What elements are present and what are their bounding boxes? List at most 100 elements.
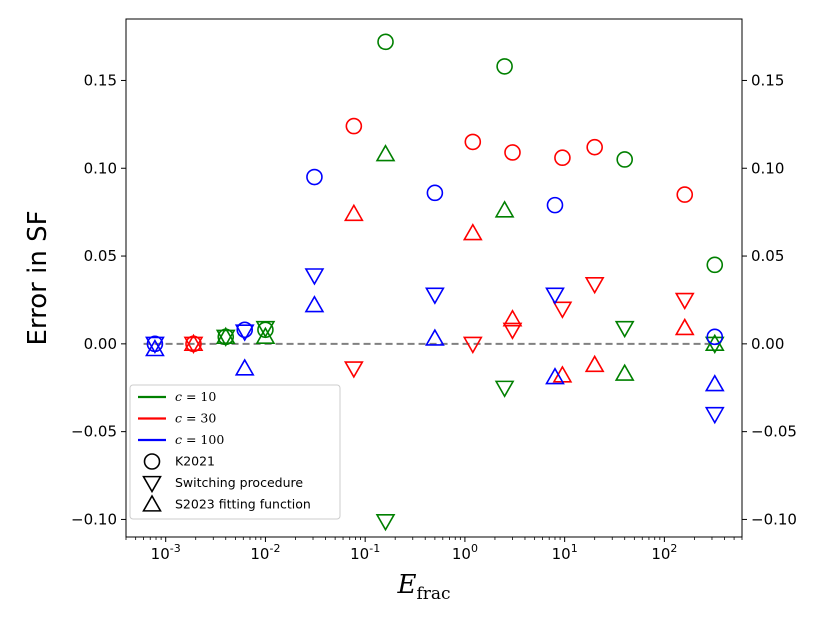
data-point-c10-circle [496,58,513,75]
data-point-c30-circle [504,144,521,161]
legend-label-var: c [175,411,182,426]
legend-label: c = 10 [175,389,216,404]
y-tick-label-right: 0.10 [751,159,784,177]
y-tick-label-left: 0.05 [84,247,117,265]
data-point-c100-triangle-down [145,336,165,354]
data-point-c10-circle [706,256,724,274]
data-point-c10-circle [616,151,633,168]
y-tick-label-left: 0.10 [84,159,117,177]
y-tick-label-left: 0.15 [84,71,117,89]
data-point-c100-triangle-up [304,295,325,313]
data-point-c30-circle [554,149,571,167]
data-point-c30-triangle-down [584,276,605,295]
data-point-c100-circle [546,196,564,214]
data-point-c10-triangle-up [215,326,236,344]
data-point-c30-triangle-down [502,322,523,340]
legend-label: Switching procedure [175,475,303,490]
data-point-c10-triangle-down [375,514,396,532]
y-axis-left: −0.10 −0.05 0.00 0.05 0.10 0.15 [71,71,126,528]
x-tick-label: 10-3 [151,542,181,563]
data-point-c100-triangle-down [234,324,255,342]
data-point-c30-triangle-up [183,333,204,352]
x-tick-label: 10-1 [350,542,380,563]
data-point-c100-triangle-up [145,339,165,357]
data-point-c30-circle [586,138,603,156]
y-tick-label-right: 0.15 [751,71,784,89]
data-point-c100-triangle-down [304,268,325,286]
y-tick-label-right: 0.00 [751,335,784,353]
data-point-c10-triangle-up [255,326,276,344]
x-tick-label-exponent: -3 [170,542,181,555]
y-tick-label-left: 0.00 [84,335,117,353]
x-axis: 10-3 10-2 10-1 100 101 102 [125,537,743,563]
data-point-c100-triangle-up [545,367,565,385]
data-point-c100-triangle-down [704,406,725,425]
data-point-c100-circle [426,184,444,202]
data-marks [145,33,725,532]
data-point-c30-triangle-up [552,365,573,383]
legend-marker-triangle-down [142,475,162,494]
legend-label-eq: = 10 [182,389,216,404]
data-point-c10-triangle-down [704,336,725,354]
data-point-c30-triangle-down [343,361,364,379]
data-point-c30-triangle-up [674,317,695,336]
x-axis-label: Efrac [396,570,450,604]
y-tick-label-right: 0.05 [751,247,784,265]
data-point-c30-circle [345,117,363,135]
x-axis-label-sub: frac [416,584,450,604]
data-point-c100-triangle-down [545,287,565,305]
data-point-c30-triangle-up [462,223,483,241]
data-point-c10-triangle-up [375,144,396,162]
data-point-c30-triangle-down [183,336,204,354]
legend-label-var: c [175,432,182,447]
data-point-c30-triangle-down [552,301,573,319]
data-point-c30-triangle-up [584,354,605,373]
y-tick-label-right: −0.05 [751,423,797,441]
plot-frame [125,18,743,538]
x-tick-label-base: 10 [250,545,269,563]
y-tick-label-left: −0.05 [71,423,117,441]
data-point-c10-triangle-down [255,320,276,339]
x-tick-label: 10-2 [250,542,280,563]
data-point-c10-triangle-up [614,363,635,381]
x-axis-label-main: E [396,570,416,600]
legend-label: c = 100 [175,432,224,447]
data-point-c100-circle [236,321,254,339]
x-tick-label-exponent: 1 [571,542,578,555]
x-tick-label-base: 10 [651,545,670,563]
data-point-c100-triangle-up [704,374,725,392]
legend-label-var: c [175,389,182,404]
legend-label: S2023 fitting function [175,497,311,512]
data-point-c100-triangle-up [234,358,255,376]
x-tick-label-exponent: 2 [670,542,677,555]
data-point-c10-triangle-up [494,200,515,218]
x-tick-label-base: 10 [552,545,571,563]
x-tick-label-base: 10 [350,545,369,563]
data-point-c10-triangle-down [494,380,515,398]
legend-label: K2021 [175,454,215,469]
data-point-c100-triangle-up [425,328,445,346]
x-tick-label-exponent: 0 [471,542,478,555]
data-point-c100-triangle-down [425,287,445,305]
data-point-c30-triangle-down [462,336,483,354]
y-axis-right: −0.10 −0.05 0.00 0.05 0.10 0.15 [742,71,797,528]
data-point-c10-circle [377,33,394,51]
x-tick-label-base: 10 [151,545,170,563]
data-point-c10-triangle-down [215,329,236,347]
x-tick-label-base: 10 [452,545,471,563]
y-tick-label-right: −0.10 [751,510,797,528]
data-point-c30-triangle-up [502,309,523,327]
data-point-c30-circle [676,186,694,203]
x-tick-label: 101 [552,542,578,563]
legend-label-eq: = 30 [182,411,216,426]
legend-marker-circle [143,453,161,470]
legend-marker-triangle-up [142,494,162,512]
data-point-c100-circle [306,168,323,186]
data-point-c30-circle [464,133,482,151]
legend-label: c = 30 [175,411,216,426]
x-tick-label: 100 [452,542,478,563]
data-point-c30-triangle-down [674,292,695,311]
data-point-c10-triangle-down [614,320,635,339]
